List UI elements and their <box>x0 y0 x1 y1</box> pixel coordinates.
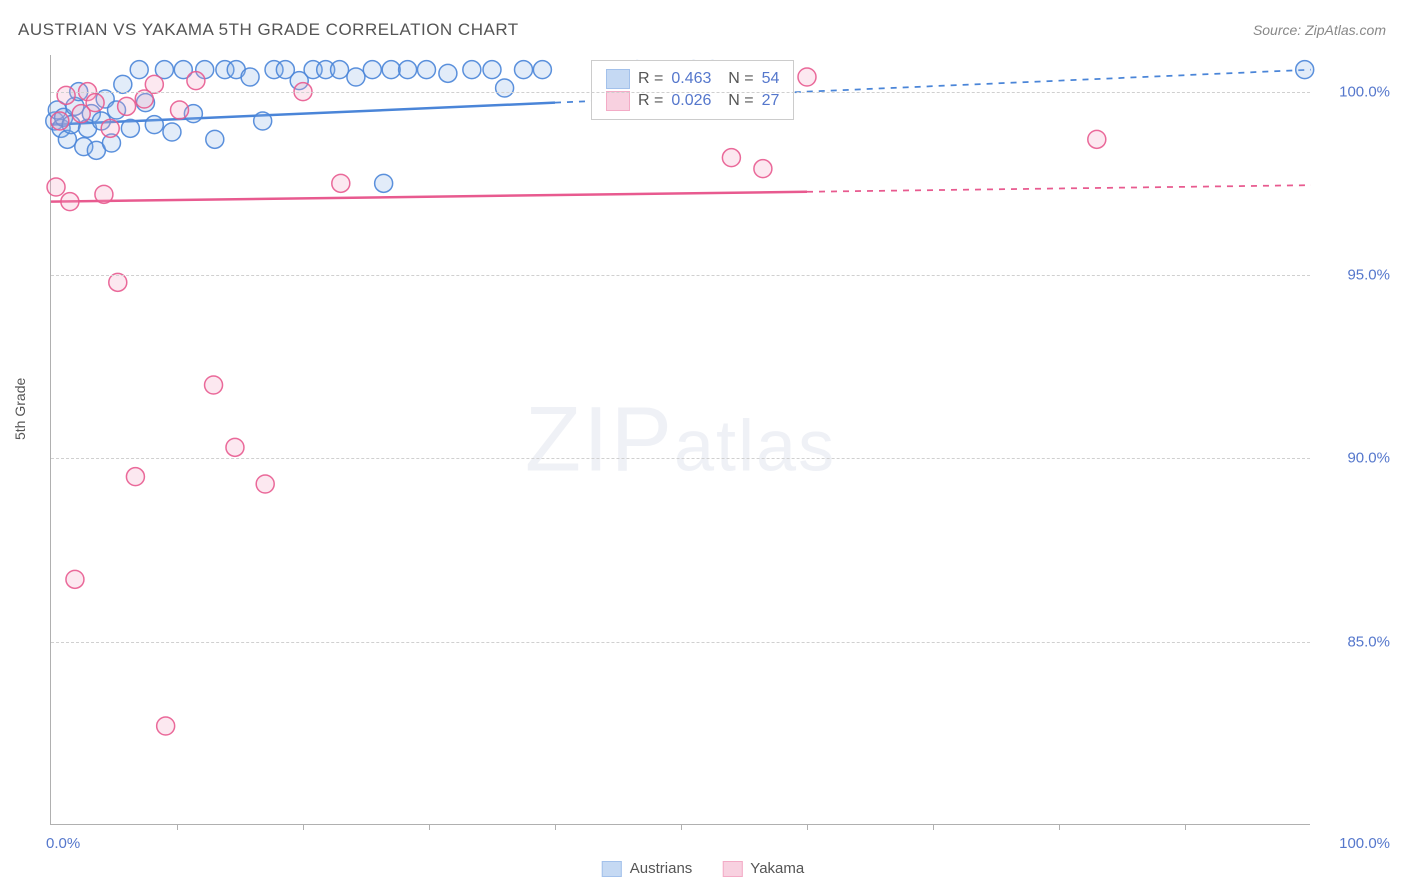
data-point <box>515 61 533 79</box>
legend-row: R = 0.463 N = 54 <box>606 69 779 89</box>
legend-row: R = 0.026 N = 27 <box>606 91 779 111</box>
data-point <box>417 61 435 79</box>
data-point <box>226 438 244 456</box>
data-point <box>754 160 772 178</box>
data-point <box>61 193 79 211</box>
data-point <box>118 97 136 115</box>
legend-item-austrians: Austrians <box>602 860 693 877</box>
data-point <box>347 68 365 86</box>
source-label: Source: ZipAtlas.com <box>1253 22 1386 38</box>
xtick <box>1185 824 1186 830</box>
data-point <box>121 119 139 137</box>
data-point <box>241 68 259 86</box>
chart-title: AUSTRIAN VS YAKAMA 5TH GRADE CORRELATION… <box>18 20 519 40</box>
data-point <box>399 61 417 79</box>
data-point <box>66 570 84 588</box>
plot-area: ZIPatlas R = 0.463 N = 54R = 0.026 N = 2… <box>50 55 1310 825</box>
data-point <box>145 116 163 134</box>
ytick-label: 100.0% <box>1320 83 1390 100</box>
data-point <box>51 112 69 130</box>
regression-legend: R = 0.463 N = 54R = 0.026 N = 27 <box>591 60 794 120</box>
ytick-label: 85.0% <box>1320 633 1390 650</box>
data-point <box>114 75 132 93</box>
data-point <box>95 185 113 203</box>
data-point <box>1088 130 1106 148</box>
data-point <box>47 178 65 196</box>
gridline <box>51 92 1310 93</box>
data-point <box>798 68 816 86</box>
legend-r-label: R = <box>638 92 663 110</box>
data-point <box>363 61 381 79</box>
xtick <box>681 824 682 830</box>
legend-n-label: N = <box>719 70 753 88</box>
gridline <box>51 275 1310 276</box>
data-point <box>496 79 514 97</box>
data-point <box>130 61 148 79</box>
data-point <box>331 61 349 79</box>
data-point <box>109 273 127 291</box>
data-point <box>126 468 144 486</box>
xtick <box>429 824 430 830</box>
data-point <box>382 61 400 79</box>
legend-r-value: 0.026 <box>671 92 711 110</box>
ytick-label: 95.0% <box>1320 267 1390 284</box>
legend-r-value: 0.463 <box>671 70 711 88</box>
data-point <box>101 119 119 137</box>
data-point <box>86 94 104 112</box>
trend-line-solid <box>51 192 807 202</box>
data-point <box>375 174 393 192</box>
legend-n-value: 27 <box>762 92 780 110</box>
gridline <box>51 642 1310 643</box>
legend-r-label: R = <box>638 70 663 88</box>
data-point <box>439 64 457 82</box>
data-point <box>256 475 274 493</box>
series-legend: Austrians Yakama <box>602 860 804 877</box>
data-point <box>205 376 223 394</box>
data-point <box>57 86 75 104</box>
legend-label-yakama: Yakama <box>750 860 804 877</box>
y-axis-label: 5th Grade <box>12 378 28 440</box>
legend-item-yakama: Yakama <box>722 860 804 877</box>
data-point <box>163 123 181 141</box>
chart-svg <box>51 55 1311 825</box>
xtick <box>807 824 808 830</box>
xtick <box>555 824 556 830</box>
data-point <box>145 75 163 93</box>
data-point <box>332 174 350 192</box>
data-point <box>483 61 501 79</box>
data-point <box>722 149 740 167</box>
data-point <box>533 61 551 79</box>
data-point <box>206 130 224 148</box>
xlim-min: 0.0% <box>46 835 80 852</box>
ytick-label: 90.0% <box>1320 450 1390 467</box>
swatch-austrians <box>602 861 622 877</box>
data-point <box>171 101 189 119</box>
swatch-icon <box>606 69 630 89</box>
swatch-yakama <box>722 861 742 877</box>
data-point <box>463 61 481 79</box>
legend-n-value: 54 <box>762 70 780 88</box>
swatch-icon <box>606 91 630 111</box>
legend-n-label: N = <box>719 92 753 110</box>
data-point <box>1296 61 1314 79</box>
xlim-max: 100.0% <box>1320 835 1390 852</box>
data-point <box>157 717 175 735</box>
data-point <box>187 72 205 90</box>
data-point <box>254 112 272 130</box>
gridline <box>51 458 1310 459</box>
xtick <box>1059 824 1060 830</box>
legend-label-austrians: Austrians <box>630 860 693 877</box>
xtick <box>933 824 934 830</box>
xtick <box>177 824 178 830</box>
trend-line-dashed <box>807 185 1311 192</box>
xtick <box>303 824 304 830</box>
